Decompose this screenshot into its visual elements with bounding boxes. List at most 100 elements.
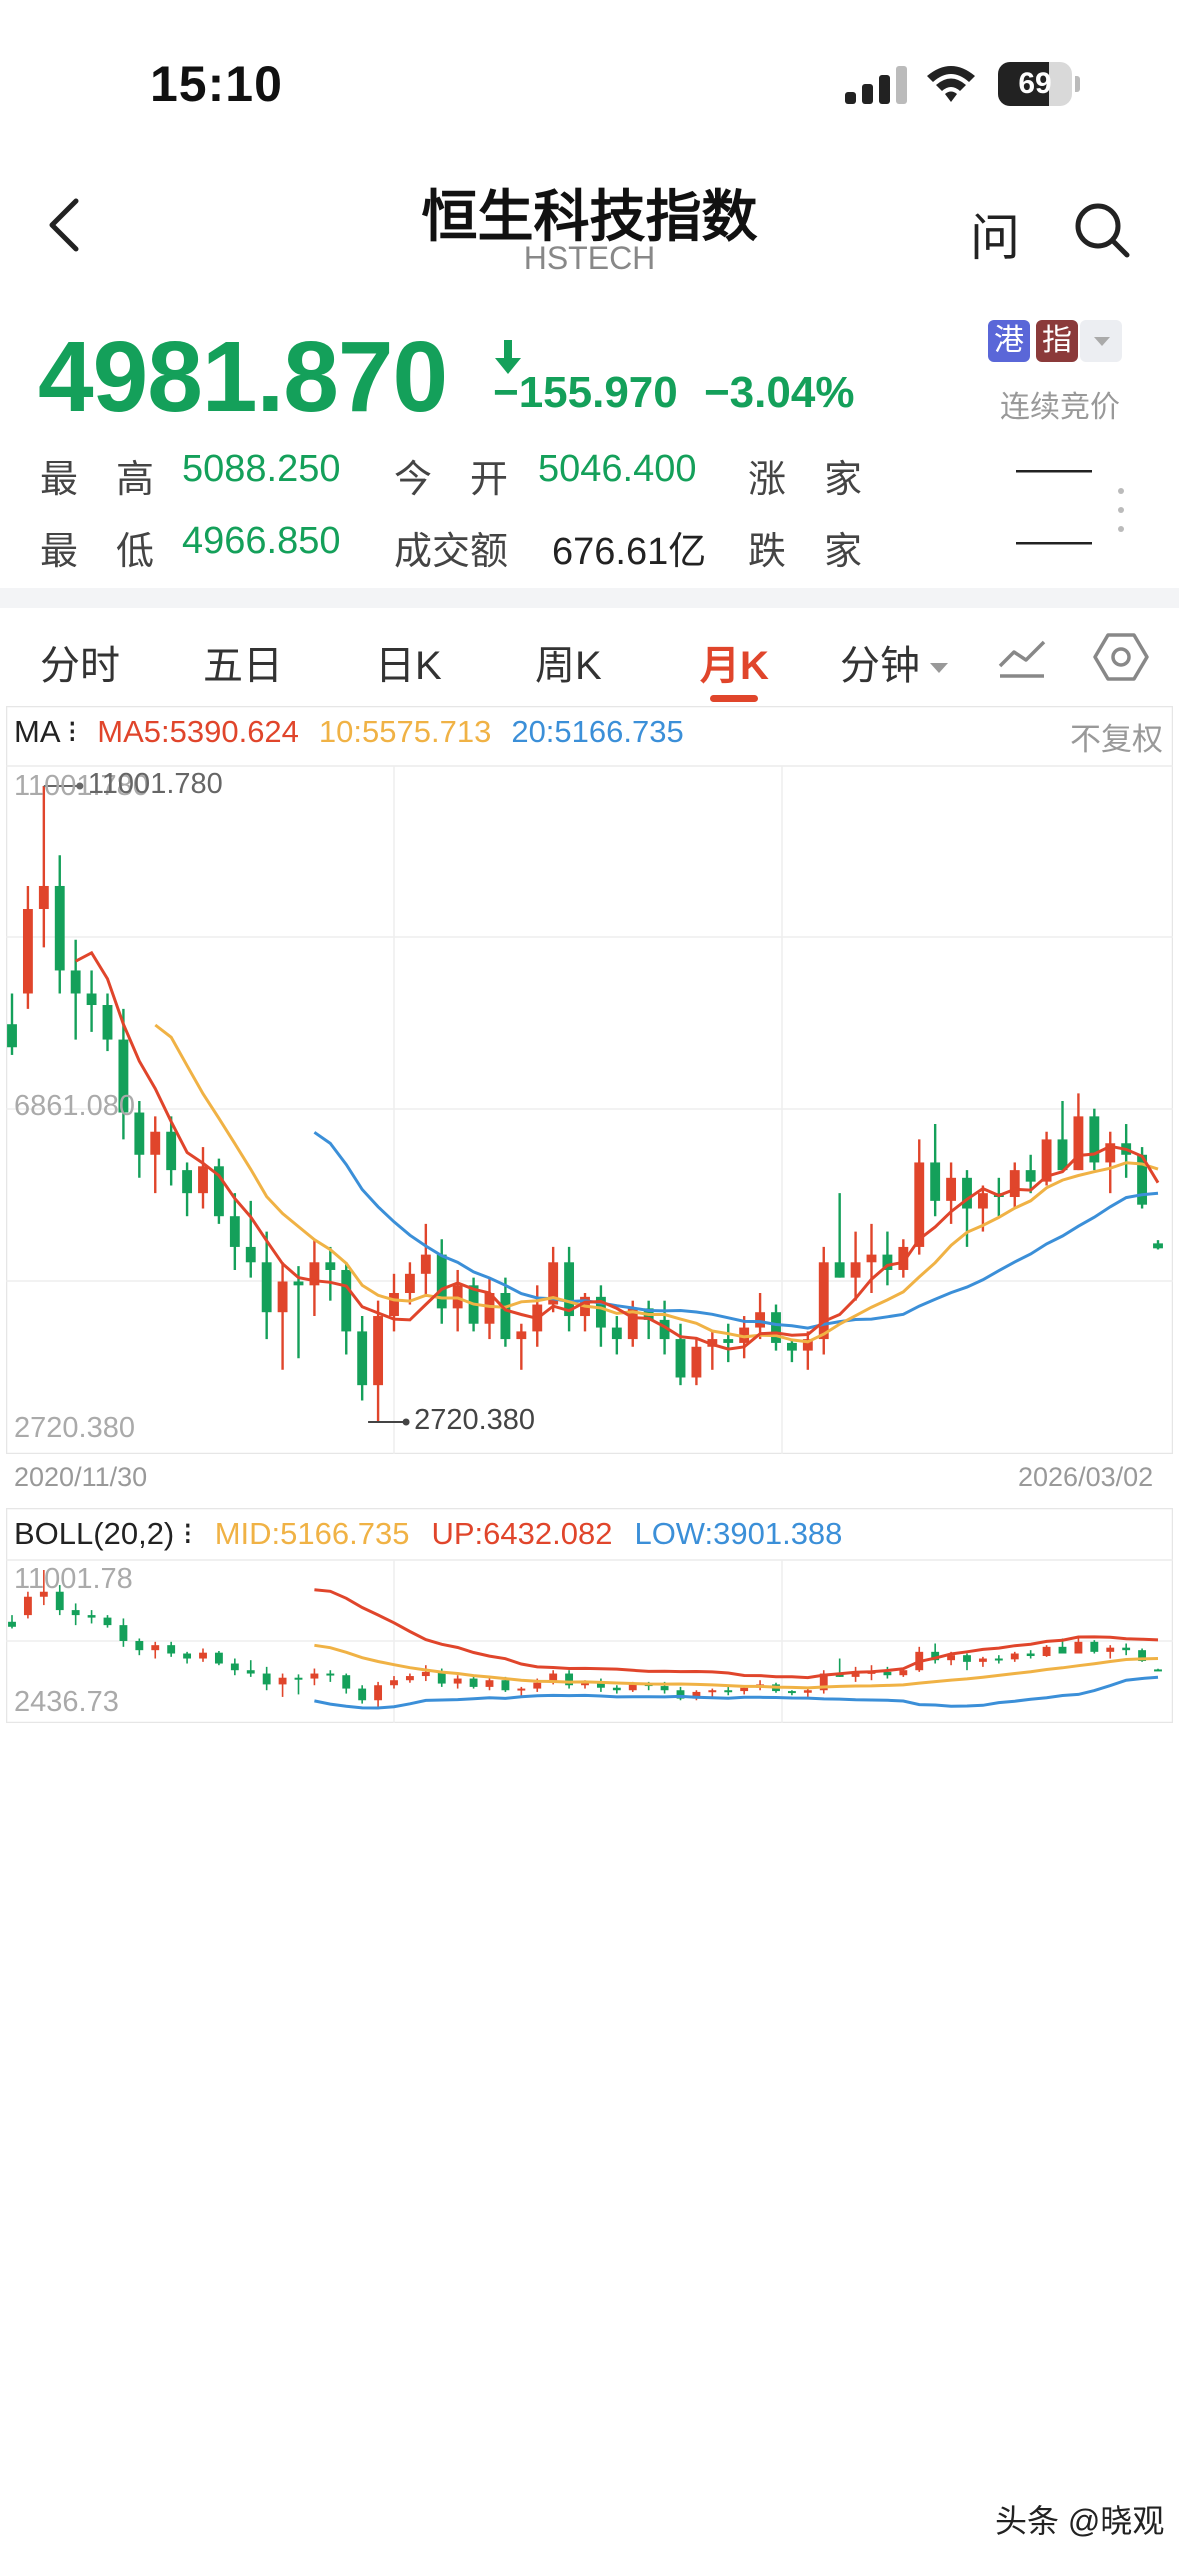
candle [675,1323,686,1386]
boll-candle [565,1670,574,1689]
boll-candle [1010,1651,1019,1662]
ma20-line [313,1131,1159,1330]
boll-candle [724,1686,733,1696]
boll-chart[interactable]: BOLL(20,2) ⁝ MID:5166.735 UP:6432.082 LOW:3… [5,1507,1174,1724]
candle [102,993,113,1052]
boll-candle [851,1666,860,1682]
boll-candle [787,1690,796,1696]
low-label: 最 低 [40,531,155,573]
candle [7,993,17,1055]
boll-candle [55,1585,64,1616]
candle [309,1239,320,1317]
boll-candle [1106,1645,1115,1659]
high-label: 最 高 [40,459,155,501]
candle [150,1116,161,1194]
boll-candle [326,1670,335,1682]
adjust-toggle[interactable]: 不复权 [1070,722,1163,757]
candle [548,1246,559,1313]
candle [500,1277,511,1347]
down-arrow-icon [495,340,521,374]
boll-candle [87,1610,96,1624]
candle [389,1273,399,1332]
change-value: −155.970 [493,368,678,417]
high-value: 5088.250 [182,448,341,490]
boll-candle [262,1666,271,1691]
boll-y-min: 2436.73 [14,1686,119,1718]
candle [293,1266,304,1359]
up-count-value: —— [1016,448,1092,490]
boll-candle [151,1641,160,1659]
boll-candle [310,1668,319,1686]
boll-candle [23,1591,32,1619]
boll-candle [358,1685,367,1704]
boll-candle [421,1665,430,1682]
kline-chart[interactable]: MA ⁝ MA5:5390.624 10:5575.713 20:5166.735 不… [6,706,1173,1454]
badge-dropdown-icon[interactable] [1080,320,1122,362]
x-end-date: 2026/03/02 [1018,1462,1154,1492]
ask-button[interactable]: 问 [970,210,1020,266]
boll-candle [8,1615,16,1629]
watermark: 头条 @晓观 [995,2503,1165,2539]
candle [611,1316,622,1355]
boll-up-line [314,1588,1159,1680]
boll-candle [71,1603,80,1626]
boll-chart-svg [5,1507,1174,1724]
ma5-value: MA5:5390.624 [97,714,299,749]
nav-header: 恒生科技指数 HSTECH 问 [0,150,1179,290]
tab-daily-k[interactable]: 日K [375,644,442,688]
battery-icon: 69 [998,62,1080,106]
candle [373,1300,384,1422]
boll-low-line [314,1675,1159,1710]
tab-intraday[interactable]: 分时 [40,644,120,688]
candle [357,1316,368,1401]
boll-candle [978,1656,987,1667]
down-count-value: —— [1016,520,1092,562]
candle [118,1008,129,1140]
price-change: −155.970 −3.04% [493,368,854,418]
min-marker-label: 2720.380 [414,1404,536,1436]
settings-icon[interactable] [1093,630,1149,684]
boll-candle [214,1651,223,1666]
candle [882,1231,893,1286]
boll-up: UP:6432.082 [431,1516,613,1551]
ma5-line [74,950,1160,1351]
candle [404,1262,415,1305]
boll-candle [1122,1643,1131,1656]
boll-candle [612,1685,621,1694]
candle [707,1331,718,1370]
boll-y-max: 11001.78 [14,1563,133,1595]
page-title: 恒生科技指数 [421,185,758,248]
candle [771,1304,781,1351]
boll-candle [1074,1636,1083,1654]
candle [802,1331,813,1370]
candle [898,1239,909,1278]
candle [516,1323,527,1370]
candle [245,1200,256,1278]
candle [1089,1108,1100,1171]
candle [484,1277,495,1340]
boll-candle [803,1688,812,1697]
cellular-signal-icon [845,66,907,104]
candle [755,1293,766,1340]
ma-legend-prefix: MA ⁝ [14,714,78,749]
candle [1057,1101,1068,1171]
boll-candle [1042,1645,1051,1657]
more-dots-icon[interactable] [1115,485,1127,535]
drawing-tool-icon[interactable] [996,632,1048,682]
tab-monthly-k[interactable]: 月K [700,644,769,688]
back-arrow-icon[interactable] [40,195,90,255]
boll-candle [103,1615,112,1628]
max-marker-label: 11001.780 [87,768,223,800]
tab-minute[interactable]: 分钟 [840,633,948,691]
boll-candle [405,1673,414,1683]
open-label: 今 开 [394,459,509,501]
boll-candle [931,1643,940,1664]
tab-weekly-k[interactable]: 周K [535,644,602,688]
boll-candle [278,1673,287,1697]
ma10-value: 10:5575.713 [318,714,492,749]
tab-five-day[interactable]: 五日 [203,644,283,688]
turnover-label: 成交额 [394,531,509,573]
search-icon[interactable] [1072,200,1132,260]
period-tabs: 分时 五日 日K 周K 月K 分钟 [0,615,1179,705]
ma10-line [154,1023,1159,1344]
